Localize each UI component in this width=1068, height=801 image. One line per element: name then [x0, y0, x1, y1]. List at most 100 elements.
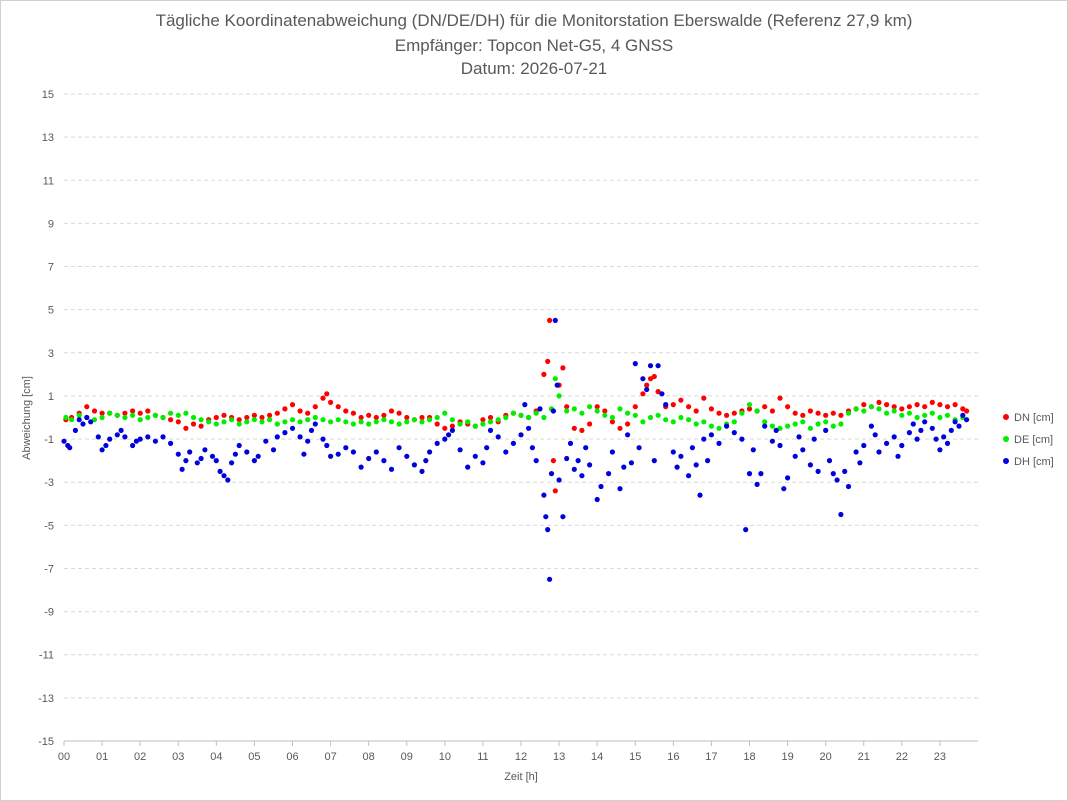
data-point [876, 406, 882, 412]
data-point [366, 455, 372, 462]
data-point [343, 445, 349, 451]
data-point [773, 427, 779, 433]
y-tick-label: -7 [44, 563, 54, 575]
data-point [175, 412, 181, 418]
data-point [838, 412, 844, 418]
data-point [564, 455, 570, 462]
data-point [168, 410, 174, 416]
data-point [328, 453, 334, 459]
data-point [644, 386, 650, 393]
data-point [175, 451, 181, 457]
data-point [655, 363, 661, 369]
data-point [152, 412, 158, 418]
grid-layer [64, 93, 978, 742]
x-tick-label: 18 [743, 751, 755, 763]
data-point [495, 417, 501, 423]
data-point [571, 425, 577, 431]
data-point [229, 460, 235, 466]
data-point [221, 419, 227, 425]
data-point [777, 395, 783, 401]
data-point [823, 427, 829, 433]
data-point [929, 399, 935, 405]
data-point [944, 412, 951, 418]
data-point [537, 406, 543, 412]
legend-marker [1003, 436, 1009, 442]
data-point [526, 425, 532, 431]
data-point [145, 408, 151, 414]
data-point [213, 421, 219, 427]
data-point [792, 453, 798, 459]
data-point [941, 434, 947, 440]
data-point [621, 464, 627, 470]
data-point [190, 421, 197, 427]
data-point [579, 427, 585, 433]
data-point [922, 404, 928, 410]
data-point [571, 406, 577, 412]
data-point [236, 421, 242, 427]
data-point [594, 496, 600, 503]
data-point [716, 440, 722, 446]
data-point [674, 464, 680, 470]
data-point [518, 412, 524, 418]
legend: DN [cm] DE [cm] DH [cm] [1003, 412, 1054, 468]
data-point [72, 427, 78, 433]
data-point [545, 527, 551, 533]
data-point [76, 417, 82, 423]
data-point [114, 432, 120, 438]
data-point [69, 417, 75, 423]
data-point [472, 453, 478, 459]
data-point [769, 438, 776, 444]
data-point [964, 408, 970, 414]
data-point [251, 417, 257, 423]
data-point [396, 410, 402, 416]
data-point [289, 417, 296, 423]
data-point [434, 421, 440, 427]
data-point [541, 371, 547, 377]
data-point [194, 460, 200, 466]
data-point [381, 412, 387, 418]
data-point [807, 462, 814, 468]
y-tick-label: -3 [44, 477, 54, 489]
data-point [434, 414, 440, 421]
data-point [556, 393, 562, 399]
data-point [312, 404, 318, 410]
data-point [724, 423, 730, 429]
data-point [312, 414, 318, 421]
data-point [396, 445, 402, 451]
axis-layer: 15 13 11 9 7 5 3 1 -1 -3 -5 -7 -9 -11 -13 -15 00 01 02 03 04… [38, 89, 978, 763]
data-point [914, 414, 920, 421]
data-point [518, 432, 524, 438]
data-point [198, 423, 204, 429]
data-point [358, 419, 364, 425]
y-tick-label: 5 [48, 305, 54, 317]
y-tick-label: -11 [39, 650, 54, 662]
data-point [465, 464, 471, 470]
data-point [746, 471, 753, 477]
data-point [602, 408, 608, 414]
data-point [861, 408, 867, 414]
data-point [358, 464, 364, 470]
data-point [746, 406, 753, 412]
data-point [529, 445, 536, 451]
y-tick-label: 7 [48, 262, 54, 274]
legend-marker [1003, 414, 1009, 420]
data-point [609, 414, 616, 421]
data-point [267, 412, 273, 418]
data-point [373, 449, 379, 455]
data-point [419, 468, 425, 474]
data-point [202, 447, 208, 453]
data-point [922, 412, 928, 418]
data-point [183, 425, 189, 431]
data-point [708, 406, 715, 412]
data-point [270, 447, 277, 453]
data-point [267, 417, 273, 423]
data-point [259, 414, 265, 421]
data-point [255, 453, 261, 459]
data-point [76, 412, 82, 418]
data-point [906, 404, 913, 410]
data-point [670, 402, 676, 408]
data-point [251, 458, 257, 464]
y-tick-label: -15 [38, 736, 54, 748]
